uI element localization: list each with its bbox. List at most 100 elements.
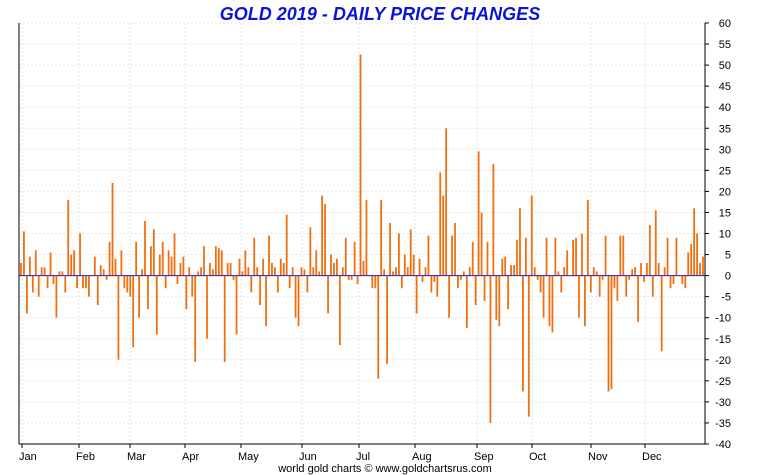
bar [55,275,58,318]
bar [374,275,377,289]
bar [108,241,111,276]
grid-lines [19,22,705,445]
x-tick-label: Oct [529,451,546,463]
bar [465,275,468,329]
bar [155,275,158,335]
x-tick-label: Sep [474,451,494,463]
bar [43,267,46,276]
bar [409,229,412,276]
y-tick-label: 50 [719,60,731,72]
bar [365,199,368,276]
bar [699,262,701,276]
bar [126,275,129,293]
bar [516,239,518,276]
x-axis-months: Jan Feb Mar Apr May Jun Jul Aug Sep Oct Nov Dec [19,444,662,463]
bar [545,237,548,276]
bar [161,241,164,276]
bar [120,250,123,276]
bar [52,275,55,285]
bar [333,262,335,276]
bar [288,275,291,289]
bar [637,275,639,322]
bar [468,267,471,276]
bar [519,208,521,276]
bar [392,271,394,276]
bar [575,237,577,276]
bar [631,269,634,276]
bar [371,275,374,289]
y-tick-label: -25 [715,376,731,388]
bar [406,267,409,276]
y-tick-label: -40 [715,439,731,451]
bar [584,275,586,327]
bar [462,271,465,276]
bar [191,275,194,297]
bar [687,252,690,276]
bar [70,254,73,276]
x-tick-label: Mar [127,451,146,463]
bar [330,254,332,276]
bar [666,237,669,276]
bar [581,233,583,276]
bar [418,258,421,276]
bar [23,231,25,276]
bar [542,275,545,318]
bar [200,267,202,276]
bar [610,275,613,390]
bar [111,182,114,276]
bar [643,275,645,282]
bar [356,275,359,285]
bar [578,275,580,318]
bar [601,275,604,280]
bar [430,275,433,293]
bar [480,212,483,276]
bar [560,275,563,293]
bar [648,225,651,276]
bar [557,271,560,276]
bar [294,275,297,318]
bar [460,275,462,280]
bar [495,275,498,320]
bar [129,275,132,297]
x-tick-label: Jan [19,451,37,463]
bar [20,262,22,276]
bar [144,220,146,276]
bar [214,246,217,276]
bar [548,275,551,327]
y-axis-ticks: 605550454035302520151050-5-10-15-20-25-3… [705,18,731,451]
bar [31,275,34,293]
bar [46,275,49,289]
bar [403,254,406,276]
bar [274,267,276,276]
bar [300,267,303,276]
bar [132,275,135,348]
bar [167,250,170,276]
bar [297,275,300,327]
bar [595,271,598,276]
bar [554,237,557,276]
bar [622,235,625,276]
bar [271,262,273,276]
bar [445,128,448,276]
bar [336,258,338,276]
y-tick-label: 40 [719,102,731,114]
bar [73,250,76,276]
bar [76,275,78,289]
bar [651,275,654,297]
y-tick-label: 0 [725,271,731,283]
y-tick-label: 55 [719,39,731,51]
x-tick-label: Feb [76,451,95,463]
bar [220,250,223,276]
bar [350,275,353,280]
bar [498,275,501,327]
bar [347,275,350,280]
bar [501,258,504,276]
bar [82,275,84,289]
bar [321,195,324,276]
bar [589,275,592,293]
y-tick-label: 15 [719,207,731,219]
bar [324,204,326,276]
bar [646,262,648,276]
bar [492,164,495,276]
bar [486,241,489,276]
